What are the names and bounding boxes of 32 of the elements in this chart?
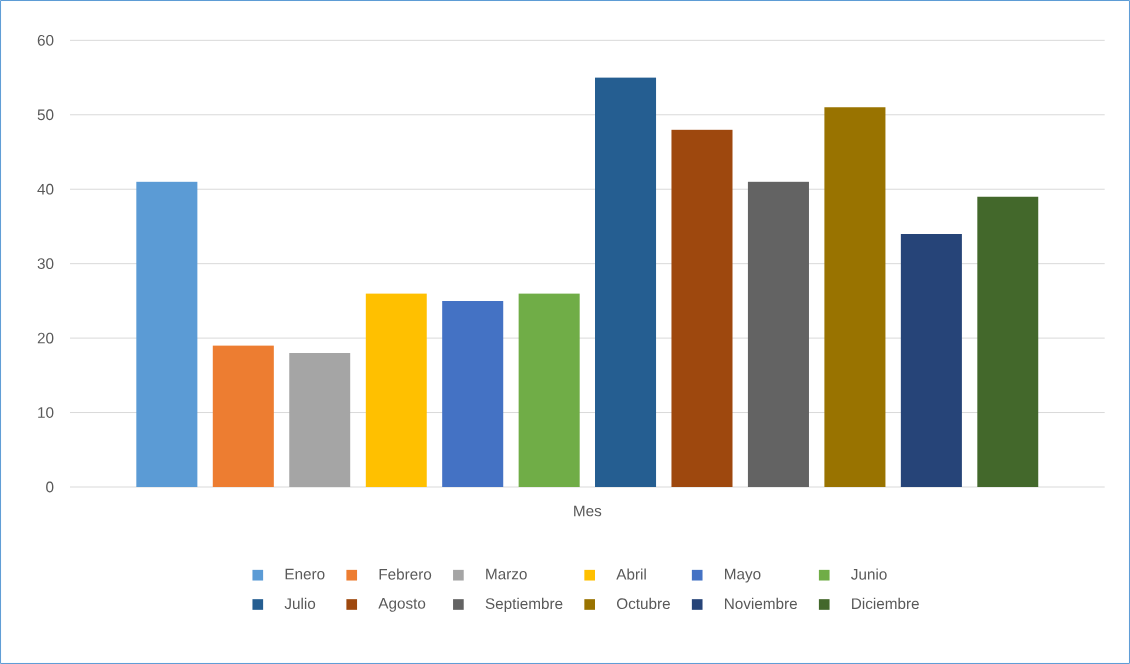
x-tick-label: Mes [574, 505, 602, 517]
bar [365, 293, 427, 487]
bar [824, 107, 886, 487]
bar [442, 300, 504, 487]
legend-label: Septiembre [485, 597, 563, 613]
y-tick-label: 30 [37, 258, 54, 270]
y-tick-label: 40 [37, 183, 54, 195]
bar [289, 353, 351, 487]
legend-label: Noviembre [725, 597, 797, 610]
legend-label: Abril [616, 568, 646, 580]
legend-label: Marzo [486, 568, 527, 580]
legend-label: Junio [851, 568, 887, 580]
y-tick-label: 20 [37, 332, 54, 344]
legend-label: Octubre [617, 597, 670, 610]
bar [747, 181, 809, 487]
y-tick-label: 0 [46, 481, 54, 493]
legend-label: Agosto [378, 598, 426, 612]
bar [136, 181, 198, 487]
bar [212, 345, 274, 487]
y-tick-label: 50 [37, 109, 54, 121]
legend-label: Diciembre [852, 597, 919, 610]
bar [595, 77, 657, 487]
bar [518, 293, 580, 487]
bar [671, 129, 733, 487]
y-tick-label: 10 [38, 407, 54, 418]
legend-label: Enero [285, 568, 325, 580]
y-tick-label: 60 [37, 34, 54, 46]
legend-label: Julio [284, 597, 316, 610]
legend-label: Mayo [725, 568, 761, 583]
legend-label: Febrero [379, 568, 432, 580]
bar [977, 196, 1039, 487]
bar [900, 233, 962, 487]
